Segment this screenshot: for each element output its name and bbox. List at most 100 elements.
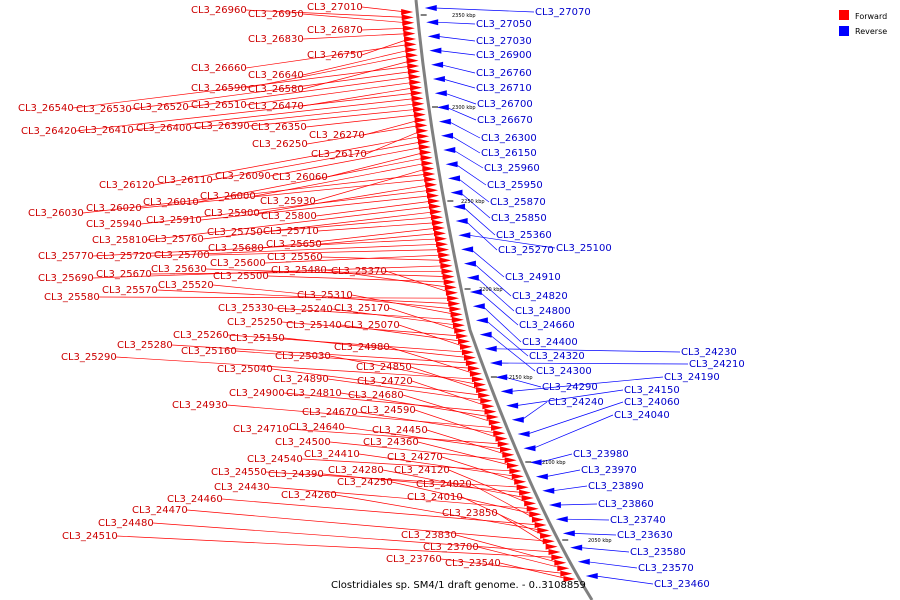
forward-gene-label: CL3_25170 bbox=[334, 303, 390, 314]
forward-gene-arrow bbox=[413, 111, 426, 118]
forward-gene-arrow bbox=[474, 381, 487, 388]
forward-gene-label: CL3_25900 bbox=[204, 208, 260, 219]
forward-gene-connector bbox=[441, 456, 520, 483]
forward-gene-arrow bbox=[425, 181, 438, 188]
forward-gene-connector bbox=[262, 227, 439, 249]
reverse-gene-label: CL3_26670 bbox=[477, 115, 533, 126]
forward-gene-connector bbox=[440, 558, 566, 574]
forward-gene-label: CL3_26020 bbox=[86, 203, 142, 214]
reverse-gene-label: CL3_25100 bbox=[556, 243, 612, 254]
forward-gene-connector bbox=[477, 546, 563, 569]
forward-gene-label: CL3_26580 bbox=[248, 84, 304, 95]
forward-gene-label: CL3_24550 bbox=[211, 467, 267, 478]
forward-gene-label: CL3_25810 bbox=[92, 235, 148, 246]
forward-gene-arrow bbox=[430, 214, 443, 221]
reverse-gene-arrow bbox=[500, 388, 513, 395]
forward-gene-arrow bbox=[417, 133, 430, 140]
forward-gene-label: CL3_25140 bbox=[286, 320, 342, 331]
forward-gene-arrow bbox=[465, 360, 478, 366]
forward-gene-connector bbox=[302, 33, 409, 40]
reverse-gene-connector bbox=[448, 121, 481, 139]
forward-gene-arrow bbox=[410, 90, 423, 96]
forward-gene-label: CL3_26950 bbox=[248, 9, 304, 20]
forward-gene-connector bbox=[335, 494, 543, 531]
reverse-gene-arrow bbox=[436, 104, 449, 111]
reverse-gene-connector bbox=[470, 249, 505, 278]
forward-gene-connector bbox=[269, 146, 424, 177]
forward-gene-connector bbox=[448, 469, 530, 504]
forward-gene-arrow bbox=[511, 473, 524, 480]
forward-gene-label: CL3_26000 bbox=[200, 191, 256, 202]
forward-gene-label: CL3_24020 bbox=[416, 479, 472, 490]
forward-gene-connector bbox=[287, 428, 503, 445]
reverse-gene-label: CL3_23460 bbox=[654, 579, 710, 590]
forward-gene-label: CL3_26530 bbox=[76, 104, 132, 115]
forward-gene-arrow bbox=[401, 14, 414, 21]
reverse-gene-label: CL3_25270 bbox=[498, 245, 554, 256]
reverse-gene-arrow bbox=[441, 132, 454, 139]
reverse-gene-connector bbox=[434, 7, 535, 13]
reverse-gene-label: CL3_24290 bbox=[542, 382, 598, 393]
forward-gene-label: CL3_25630 bbox=[151, 264, 207, 275]
forward-gene-label: CL3_25720 bbox=[96, 251, 152, 262]
forward-gene-connector bbox=[75, 92, 416, 132]
forward-gene-connector bbox=[72, 65, 413, 109]
reverse-gene-connector bbox=[595, 575, 654, 585]
reverse-gene-arrow bbox=[506, 402, 519, 409]
reverse-gene-arrow bbox=[555, 516, 568, 523]
reverse-gene-label: CL3_23570 bbox=[638, 563, 694, 574]
forward-gene-arrow bbox=[563, 576, 576, 582]
forward-gene-arrow bbox=[491, 424, 504, 431]
forward-gene-label: CL3_26010 bbox=[143, 197, 199, 208]
forward-gene-label: CL3_25910 bbox=[146, 215, 202, 226]
forward-gene-label: CL3_26110 bbox=[157, 175, 213, 186]
reverse-gene-label: CL3_27070 bbox=[535, 7, 591, 18]
forward-gene-label: CL3_24010 bbox=[407, 492, 463, 503]
forward-gene-arrow bbox=[411, 95, 424, 102]
reverse-gene-connector bbox=[453, 149, 484, 169]
reverse-gene-label: CL3_23970 bbox=[581, 465, 637, 476]
forward-gene-arrow bbox=[422, 165, 435, 172]
reverse-gene-arrow bbox=[431, 61, 444, 68]
reverse-gene-connector bbox=[460, 192, 491, 219]
forward-gene-connector bbox=[417, 441, 513, 466]
forward-gene-connector bbox=[382, 469, 527, 499]
forward-gene-label: CL3_24500 bbox=[275, 437, 331, 448]
forward-gene-connector bbox=[302, 87, 416, 107]
reverse-gene-label: CL3_26710 bbox=[476, 83, 532, 94]
reverse-gene-connector bbox=[476, 277, 515, 312]
forward-gene-connector bbox=[361, 38, 410, 56]
forward-gene-connector bbox=[302, 13, 408, 24]
forward-gene-label: CL3_25560 bbox=[267, 252, 323, 263]
forward-gene-connector bbox=[212, 284, 455, 310]
forward-gene-arrow bbox=[442, 273, 455, 280]
kbp-label: 2250 kbp bbox=[461, 199, 485, 205]
forward-gene-connector bbox=[351, 294, 456, 315]
forward-gene-arrow bbox=[551, 554, 564, 561]
reverse-gene-connector bbox=[479, 291, 519, 326]
reverse-gene-label: CL3_23580 bbox=[630, 547, 686, 558]
reverse-gene-connector bbox=[465, 220, 498, 251]
label-connectors bbox=[72, 6, 689, 585]
reverse-gene-arrow bbox=[548, 502, 561, 508]
reverse-gene-label: CL3_26150 bbox=[481, 148, 537, 159]
kbp-scale: 2350 kbp 2300 kbp 2250 kbp 2200 kbp 2150 kbp… bbox=[420, 13, 612, 544]
kbp-label: 2050 kbp bbox=[588, 538, 612, 544]
reverse-gene-arrow bbox=[562, 530, 575, 537]
reverse-gene-label: CL3_24060 bbox=[624, 397, 680, 408]
forward-gene-arrow bbox=[519, 489, 532, 496]
genome-backbone bbox=[414, 0, 594, 600]
forward-gene-label: CL3_25310 bbox=[297, 290, 353, 301]
reverse-gene-label: CL3_24660 bbox=[519, 320, 575, 331]
forward-gene-arrow bbox=[420, 154, 433, 161]
forward-gene-arrow bbox=[461, 349, 474, 356]
forward-gene-connector bbox=[302, 60, 412, 90]
kbp-label: 2300 kbp bbox=[452, 105, 476, 111]
forward-gene-label: CL3_26270 bbox=[309, 130, 365, 141]
reverse-gene-label: CL3_24800 bbox=[515, 306, 571, 317]
reverse-gene-connector bbox=[473, 263, 512, 297]
forward-gene-connector bbox=[499, 562, 569, 580]
forward-gene-connector bbox=[306, 125, 421, 145]
forward-gene-connector bbox=[267, 275, 449, 283]
forward-gene-arrow bbox=[426, 187, 439, 194]
